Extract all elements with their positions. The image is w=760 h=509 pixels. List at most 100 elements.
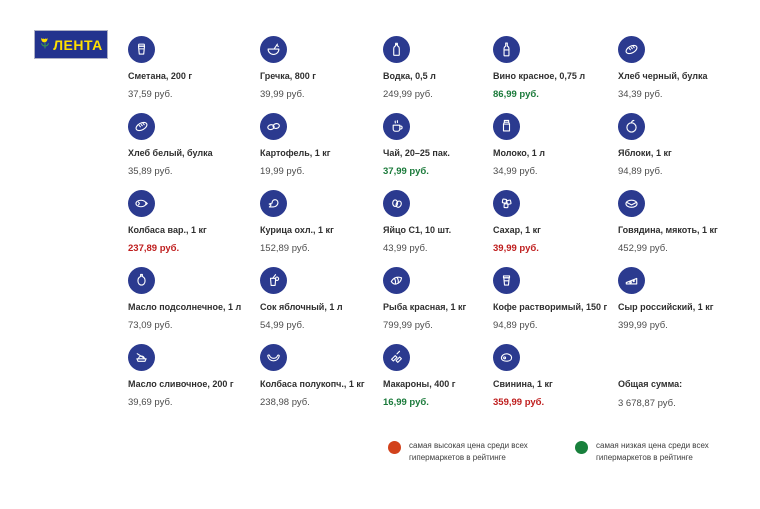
total-card: Общая сумма: 3 678,87 руб.	[618, 344, 760, 421]
product-price: 399,99 руб.	[618, 320, 668, 331]
chicken-icon	[260, 190, 287, 217]
pork-icon	[493, 344, 520, 371]
product-price: 43,99 руб.	[383, 243, 428, 254]
product-grid: Сметана, 200 г 37,59 руб. Гречка, 800 г …	[128, 36, 760, 421]
product-name: Яблоки, 1 кг	[618, 148, 672, 158]
potato-icon	[260, 113, 287, 140]
product-price: 238,98 руб.	[260, 397, 310, 408]
product-name: Яйцо С1, 10 шт.	[383, 225, 452, 235]
product-card: Картофель, 1 кг 19,99 руб.	[260, 113, 383, 190]
product-price: 37,59 руб.	[128, 89, 173, 100]
red-fish-icon	[383, 267, 410, 294]
product-price: 34,99 руб.	[493, 166, 538, 177]
product-price: 452,99 руб.	[618, 243, 668, 254]
product-name: Сметана, 200 г	[128, 71, 193, 81]
product-card: Вино красное, 0,75 л 86,99 руб.	[493, 36, 618, 113]
product-price: 86,99 руб.	[493, 89, 539, 100]
product-name: Хлеб белый, булка	[128, 148, 213, 158]
vodka-bottle-icon	[383, 36, 410, 63]
lenta-flower-icon	[41, 37, 50, 49]
product-price: 39,69 руб.	[128, 397, 173, 408]
product-price: 39,99 руб.	[260, 89, 305, 100]
product-price: 37,99 руб.	[383, 166, 429, 177]
product-card: Рыба красная, 1 кг 799,99 руб.	[383, 267, 493, 344]
product-name: Колбаса вар., 1 кг	[128, 225, 207, 235]
product-price: 73,09 руб.	[128, 320, 173, 331]
product-name: Свинина, 1 кг	[493, 379, 553, 389]
sour-cream-icon	[128, 36, 155, 63]
product-card: Свинина, 1 кг 359,99 руб.	[493, 344, 618, 421]
lenta-logo: ЛЕНТА	[35, 31, 107, 58]
product-name: Молоко, 1 л	[493, 148, 545, 158]
product-price: 39,99 руб.	[493, 243, 539, 254]
product-card: Водка, 0,5 л 249,99 руб.	[383, 36, 493, 113]
dark-bread-icon	[618, 36, 645, 63]
product-name: Колбаса полукопч., 1 кг	[260, 379, 365, 389]
product-price: 16,99 руб.	[383, 397, 429, 408]
tea-cup-icon	[383, 113, 410, 140]
product-name: Кофе растворимый, 150 г	[493, 302, 608, 312]
sunflower-oil-icon	[128, 267, 155, 294]
coffee-cup-icon	[493, 267, 520, 294]
product-card: Гречка, 800 г 39,99 руб.	[260, 36, 383, 113]
legend-highest-text: самая высокая цена среди всех гипермарке…	[409, 441, 528, 462]
product-card: Чай, 20–25 пак. 37,99 руб.	[383, 113, 493, 190]
product-name: Масло подсолнечное, 1 л	[128, 302, 242, 312]
product-card: Сахар, 1 кг 39,99 руб.	[493, 190, 618, 267]
product-name: Водка, 0,5 л	[383, 71, 436, 81]
product-card: Молоко, 1 л 34,99 руб.	[493, 113, 618, 190]
product-card: Яйцо С1, 10 шт. 43,99 руб.	[383, 190, 493, 267]
product-name: Хлеб черный, булка	[618, 71, 708, 81]
product-price: 94,89 руб.	[618, 166, 663, 177]
sugar-cubes-icon	[493, 190, 520, 217]
milk-carton-icon	[493, 113, 520, 140]
pasta-icon	[383, 344, 410, 371]
legend-lowest-text: самая низкая цена среди всех гипермаркет…	[596, 441, 709, 462]
product-name: Говядина, мякоть, 1 кг	[618, 225, 718, 235]
product-price: 35,89 руб.	[128, 166, 173, 177]
product-name: Макароны, 400 г	[383, 379, 456, 389]
product-card: Кофе растворимый, 150 г 94,89 руб.	[493, 267, 618, 344]
beef-icon	[618, 190, 645, 217]
apple-juice-icon	[260, 267, 287, 294]
legend-item-lowest: самая низкая цена среди всех гипермаркет…	[575, 440, 734, 464]
product-name: Сахар, 1 кг	[493, 225, 541, 235]
legend-item-highest: самая высокая цена среди всех гипермарке…	[388, 440, 547, 464]
product-card: Масло подсолнечное, 1 л 73,09 руб.	[128, 267, 260, 344]
white-bread-icon	[128, 113, 155, 140]
product-card: Масло сливочное, 200 г 39,69 руб.	[128, 344, 260, 421]
product-name: Масло сливочное, 200 г	[128, 379, 234, 389]
product-name: Чай, 20–25 пак.	[383, 148, 450, 158]
product-price: 94,89 руб.	[493, 320, 538, 331]
product-price: 34,39 руб.	[618, 89, 663, 100]
total-value: 3 678,87 руб.	[618, 398, 676, 409]
product-price: 19,99 руб.	[260, 166, 305, 177]
product-name: Гречка, 800 г	[260, 71, 317, 81]
product-name: Вино красное, 0,75 л	[493, 71, 586, 81]
total-label: Общая сумма:	[618, 379, 683, 389]
product-card: Хлеб черный, булка 34,39 руб.	[618, 36, 760, 113]
product-price: 237,89 руб.	[128, 243, 180, 254]
product-card: Сыр российский, 1 кг 399,99 руб.	[618, 267, 760, 344]
product-price: 249,99 руб.	[383, 89, 433, 100]
product-card: Макароны, 400 г 16,99 руб.	[383, 344, 493, 421]
product-card: Колбаса полукопч., 1 кг 238,98 руб.	[260, 344, 383, 421]
lenta-logo-text: ЛЕНТА	[53, 36, 103, 53]
buckwheat-icon	[260, 36, 287, 63]
price-legend: самая высокая цена среди всех гипермарке…	[388, 440, 734, 464]
apple-icon	[618, 113, 645, 140]
butter-icon	[128, 344, 155, 371]
cheese-icon	[618, 267, 645, 294]
product-name: Сыр российский, 1 кг	[618, 302, 714, 312]
wine-bottle-icon	[493, 36, 520, 63]
product-name: Курица охл., 1 кг	[260, 225, 334, 235]
product-name: Сок яблочный, 1 л	[260, 302, 343, 312]
product-name: Рыба красная, 1 кг	[383, 302, 467, 312]
product-card: Курица охл., 1 кг 152,89 руб.	[260, 190, 383, 267]
product-card: Сметана, 200 г 37,59 руб.	[128, 36, 260, 113]
product-name: Картофель, 1 кг	[260, 148, 331, 158]
product-card: Колбаса вар., 1 кг 237,89 руб.	[128, 190, 260, 267]
boiled-sausage-icon	[128, 190, 155, 217]
product-price: 359,99 руб.	[493, 397, 545, 408]
lowest-price-dot-icon	[575, 441, 588, 454]
